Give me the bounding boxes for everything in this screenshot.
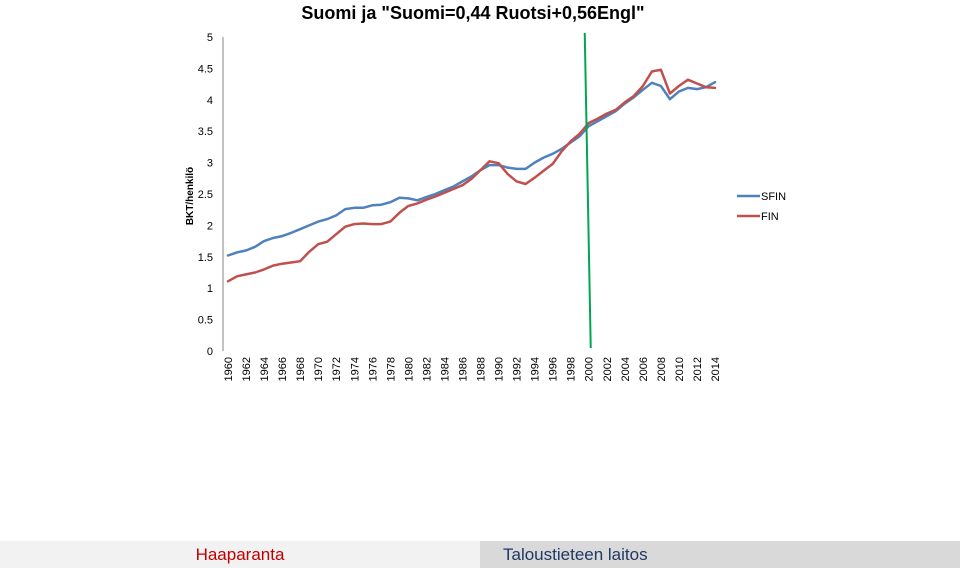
x-tick-label: 1968: [295, 357, 307, 381]
y-tick-label: 3.5: [198, 126, 213, 138]
x-tick-label: 1966: [277, 357, 289, 381]
x-tick-label: 1988: [476, 357, 488, 381]
y-tick-label: 2.5: [198, 189, 213, 201]
legend-label: FIN: [761, 211, 779, 223]
x-tick-label: 1998: [566, 357, 578, 381]
line-chart: Suomi ja "Suomi=0,44 Ruotsi+0,56Engl" BK…: [185, 3, 786, 381]
x-tick-label: 1994: [530, 357, 542, 381]
x-tick-label: 1986: [457, 357, 469, 381]
chart-title: Suomi ja "Suomi=0,44 Ruotsi+0,56Engl": [301, 3, 644, 23]
x-tick-label: 1980: [403, 357, 415, 381]
series-lines: [226, 68, 717, 283]
x-tick-label: 2010: [674, 357, 686, 381]
x-tick-label: 1976: [367, 357, 379, 381]
series-line-fin: [226, 68, 717, 283]
y-axis-label: BKT/henkilö: [185, 167, 196, 225]
footer-bar: Haaparanta Taloustieteen laitos: [0, 541, 960, 568]
year-marker: [583, 32, 592, 349]
y-tick-labels: 0 0.5 1 1.5 2 2.5 3 3.5 4 4.5 5: [198, 32, 213, 358]
y-tick-label: 1: [207, 283, 213, 295]
x-tick-label: 1984: [439, 357, 451, 381]
x-tick-label: 2014: [710, 357, 722, 381]
x-tick-label: 2008: [656, 357, 668, 381]
y-tick-label: 0: [207, 346, 213, 358]
x-tick-label: 1974: [349, 357, 361, 381]
x-tick-label: 2004: [620, 357, 632, 381]
legend: SFIN FIN: [737, 191, 786, 223]
x-tick-label: 1964: [259, 357, 271, 381]
x-tick-labels: 1960 1962 1964 1966 1968 1970 1972 1974 1976 1978…: [223, 357, 722, 381]
x-tick-label: 1972: [331, 357, 343, 381]
x-tick-label: 1996: [548, 357, 560, 381]
y-tick-label: 1.5: [198, 252, 213, 264]
x-tick-label: 2012: [692, 357, 704, 381]
footer-right-panel: Taloustieteen laitos: [480, 541, 960, 568]
y-tick-label: 3: [207, 158, 213, 170]
x-tick-label: 1992: [512, 357, 524, 381]
legend-label: SFIN: [761, 191, 786, 203]
y-tick-label: 5: [207, 32, 213, 44]
footer-left-text: Haaparanta: [195, 544, 285, 564]
x-tick-label: 1982: [421, 357, 433, 381]
y-tick-label: 4: [207, 95, 213, 107]
series-line-sfin: [226, 80, 717, 257]
x-tick-label: 1960: [223, 357, 235, 381]
y-tick-label: 2: [207, 220, 213, 232]
x-tick-label: 1978: [385, 357, 397, 381]
y-tick-label: 4.5: [198, 63, 213, 75]
marker-line: [583, 32, 592, 349]
x-tick-label: 1990: [494, 357, 506, 381]
x-tick-label: 1970: [313, 357, 325, 381]
footer-right-text: Taloustieteen laitos: [503, 544, 648, 564]
x-tick-label: 2006: [638, 357, 650, 381]
x-tick-label: 2002: [602, 357, 614, 381]
x-tick-label: 2000: [584, 357, 596, 381]
y-tick-label: 0.5: [198, 315, 213, 327]
x-tick-label: 1962: [241, 357, 253, 381]
